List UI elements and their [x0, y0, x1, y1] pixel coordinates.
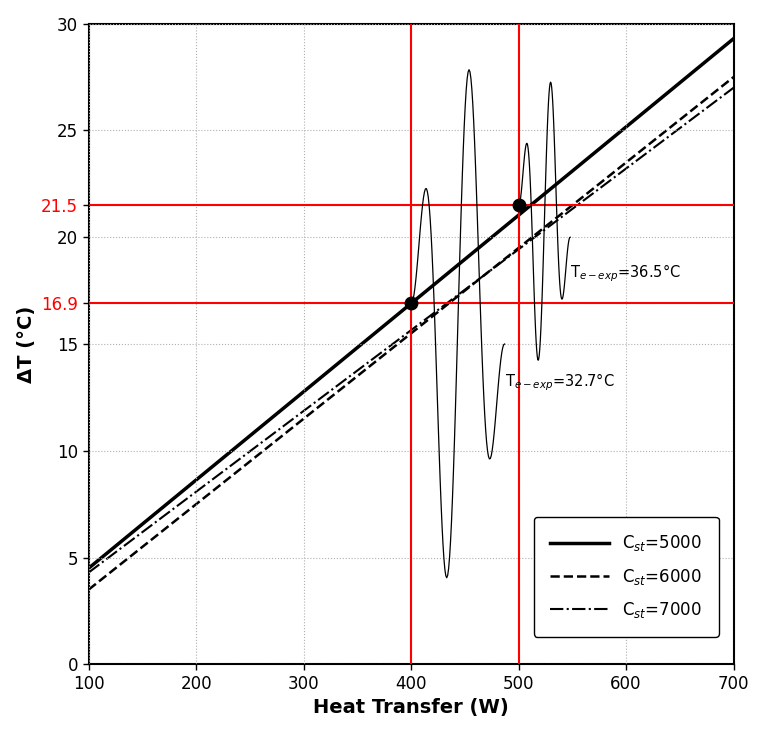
- C$_{st}$=6000: [468, 280, 477, 289]
- C$_{st}$=5000: [729, 34, 738, 43]
- C$_{st}$=6000: [394, 338, 404, 347]
- C$_{st}$=5000: [433, 277, 442, 286]
- Y-axis label: ΔT (°C): ΔT (°C): [17, 305, 36, 382]
- Line: C$_{st}$=5000: C$_{st}$=5000: [89, 39, 734, 568]
- C$_{st}$=5000: [713, 47, 722, 56]
- C$_{st}$=6000: [713, 85, 722, 94]
- C$_{st}$=7000: [391, 338, 400, 346]
- Line: C$_{st}$=7000: C$_{st}$=7000: [89, 88, 734, 573]
- C$_{st}$=7000: [713, 95, 722, 103]
- C$_{st}$=7000: [729, 84, 738, 92]
- Legend: C$_{st}$=5000, C$_{st}$=6000, C$_{st}$=7000: C$_{st}$=5000, C$_{st}$=6000, C$_{st}$=7…: [534, 517, 719, 637]
- C$_{st}$=5000: [84, 564, 93, 573]
- Text: T$_{e-exp}$=36.5°C: T$_{e-exp}$=36.5°C: [570, 263, 681, 284]
- C$_{st}$=5000: [613, 130, 622, 139]
- C$_{st}$=6000: [729, 73, 738, 81]
- C$_{st}$=7000: [468, 280, 477, 288]
- Line: C$_{st}$=6000: C$_{st}$=6000: [89, 77, 734, 589]
- C$_{st}$=7000: [433, 306, 442, 315]
- C$_{st}$=7000: [613, 171, 622, 180]
- C$_{st}$=6000: [433, 308, 442, 316]
- C$_{st}$=5000: [391, 312, 400, 321]
- C$_{st}$=7000: [394, 335, 404, 344]
- X-axis label: Heat Transfer (W): Heat Transfer (W): [313, 698, 509, 717]
- C$_{st}$=6000: [84, 585, 93, 594]
- Text: T$_{e-exp}$=32.7°C: T$_{e-exp}$=32.7°C: [505, 371, 614, 393]
- C$_{st}$=6000: [391, 342, 400, 351]
- C$_{st}$=5000: [468, 249, 477, 258]
- C$_{st}$=6000: [613, 165, 622, 174]
- C$_{st}$=7000: [84, 568, 93, 577]
- C$_{st}$=5000: [394, 309, 404, 318]
